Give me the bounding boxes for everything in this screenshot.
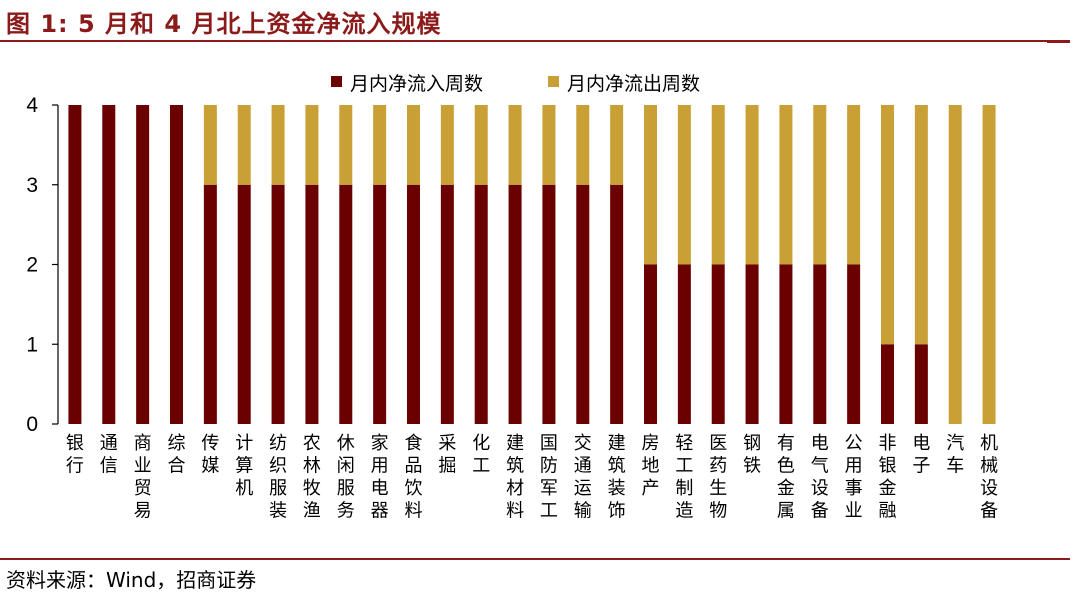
x-tick-label: 非银金融 (879, 433, 897, 522)
legend: 月内净流入周数 月内净流出周数 (331, 73, 700, 95)
x-tick-label: 纺织服装 (269, 433, 287, 522)
bar-segment (948, 105, 962, 424)
bar-segment (271, 105, 285, 185)
bar-segment (542, 105, 556, 185)
x-tick-label: 医药生物 (709, 433, 727, 522)
bar-segment (677, 105, 691, 265)
x-tick-label: 汽车 (946, 433, 964, 477)
bar-segment (542, 184, 556, 424)
bar-segment (644, 264, 657, 424)
chart-title: 图 1: 5 月和 4 月北上资金净流入规模 (6, 10, 442, 38)
bar-segment (745, 264, 759, 424)
bar-segment (102, 105, 116, 424)
bar-segment (644, 105, 657, 265)
bar-segment (914, 105, 928, 345)
bar-segment (745, 105, 759, 265)
source-rule (0, 558, 1070, 560)
x-tick-label: 国防军工 (540, 433, 558, 522)
legend-swatch (331, 76, 342, 87)
bar-segment (779, 264, 793, 424)
x-tick-label: 电气设备 (811, 433, 829, 522)
x-tick-label: 建筑装饰 (608, 433, 626, 522)
bar-segment (305, 184, 319, 424)
x-axis-labels: 银行通信商业贸易综合传媒计算机纺织服装农林牧渔休闲服务家用电器食品饮料采掘化工建… (66, 433, 998, 522)
y-tick-label: 0 (26, 413, 38, 436)
bar-segment (68, 105, 82, 424)
bar-segment (136, 105, 150, 424)
bars (68, 105, 996, 424)
title-rule (0, 40, 1065, 42)
x-tick-label: 采掘 (438, 433, 456, 477)
y-tick-label: 4 (26, 94, 38, 117)
bar-segment (711, 105, 725, 265)
x-tick-label: 机械设备 (980, 433, 998, 522)
bar-segment (237, 105, 251, 185)
x-tick-label: 商业贸易 (134, 433, 152, 522)
x-tick-label: 银行 (66, 433, 84, 477)
x-tick-label: 通信 (100, 433, 118, 477)
x-tick-label: 钢铁 (743, 433, 761, 477)
legend-swatch (548, 76, 559, 87)
bar-segment (508, 105, 522, 185)
bar-segment (982, 105, 996, 424)
bar-segment (440, 184, 454, 424)
bar-segment (203, 184, 217, 424)
bar-segment (508, 184, 522, 424)
bar-segment (914, 344, 928, 424)
bar-segment (610, 184, 624, 424)
bar-segment (203, 105, 217, 185)
bar-segment (881, 105, 894, 345)
bar-segment (373, 105, 387, 185)
x-tick-label: 建筑材料 (506, 433, 524, 522)
y-axis: 0 1 2 3 4 (26, 94, 59, 436)
x-tick-label: 房地产 (642, 433, 660, 499)
bar-segment (847, 105, 861, 265)
x-tick-label: 化工 (472, 433, 490, 477)
bar-segment (474, 105, 488, 185)
bar-segment (711, 264, 725, 424)
x-tick-label: 农林牧渔 (303, 433, 321, 522)
bar-segment (779, 105, 793, 265)
x-tick-label: 电子 (912, 433, 930, 477)
bar-segment (407, 184, 420, 424)
bar-segment (440, 105, 454, 185)
x-tick-label: 公用事业 (845, 433, 863, 522)
bar-segment (170, 105, 183, 424)
stacked-bar-chart: 月内净流入周数 月内净流出周数 0 1 2 3 4 银行通信商业贸易综合传媒计算机纺织服装… (26, 73, 998, 522)
bar-segment (813, 264, 827, 424)
x-tick-label: 休闲服务 (337, 433, 355, 522)
bar-segment (339, 184, 353, 424)
bar-segment (610, 105, 624, 185)
x-tick-label: 食品饮料 (405, 433, 423, 522)
title-rule-accent (1047, 40, 1070, 43)
x-tick-label: 交通运输 (574, 433, 592, 522)
x-tick-label: 轻工制造 (675, 433, 693, 522)
bar-segment (881, 344, 894, 424)
bar-segment (237, 184, 251, 424)
bar-segment (677, 264, 691, 424)
legend-label: 月内净流出周数 (567, 73, 700, 95)
x-tick-label: 传媒 (201, 433, 219, 477)
x-tick-label: 有色金属 (777, 433, 795, 522)
y-tick-label: 2 (26, 254, 38, 277)
bar-segment (813, 105, 827, 265)
bar-segment (305, 105, 319, 185)
x-tick-label: 家用电器 (371, 433, 389, 522)
y-tick-label: 3 (26, 174, 38, 197)
x-tick-label: 综合 (168, 433, 186, 477)
legend-label: 月内净流入周数 (350, 73, 483, 95)
source-note: 资料来源：Wind，招商证券 (6, 568, 257, 592)
bar-segment (474, 184, 488, 424)
bar-segment (576, 184, 590, 424)
bar-segment (271, 184, 285, 424)
bar-segment (847, 264, 861, 424)
bar-segment (576, 105, 590, 185)
y-tick-label: 1 (26, 333, 38, 356)
bar-segment (407, 105, 420, 185)
x-tick-label: 计算机 (235, 433, 253, 499)
bar-segment (373, 184, 387, 424)
bar-segment (339, 105, 353, 185)
